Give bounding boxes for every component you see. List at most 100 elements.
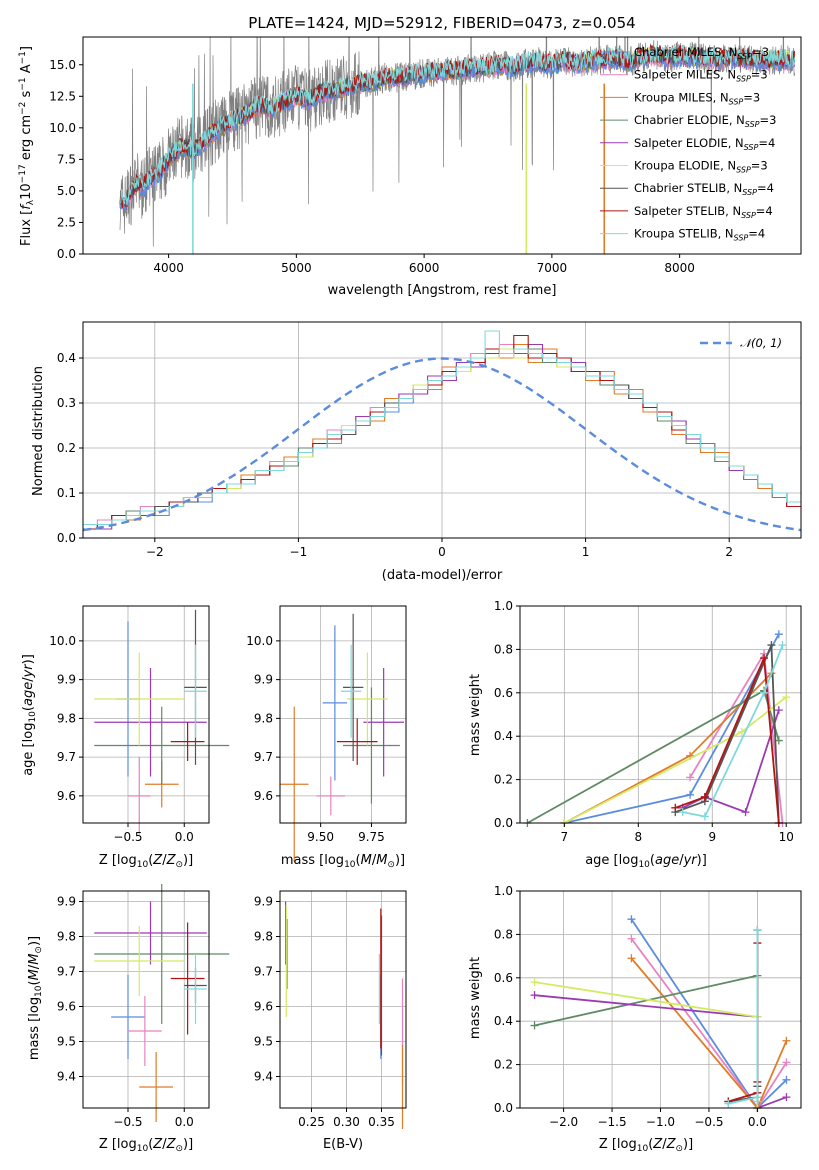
spectrum-panel: 4000 5000 6000 7000 8000 0.0 2.5 5.0 7.5 10.0 12.5…: [49, 36, 802, 275]
mass-weight-line: [728, 930, 759, 1105]
y-tick-label: 0.4: [494, 729, 513, 743]
y-tick-label: 0.6: [494, 971, 513, 985]
x-tick-label: −1.0: [646, 1115, 675, 1129]
mass-weight-marker: [530, 991, 539, 1000]
x-tick-label: 7000: [537, 261, 568, 275]
x-tick-label: 5000: [281, 261, 312, 275]
y-tick-label: 9.6: [254, 1000, 273, 1014]
mass-vs-metallicity-panel: −0.5 0.0 9.4 9.5 9.6 9.7 9.8 9.9: [57, 884, 230, 1129]
mass-weight-marker: [778, 641, 787, 650]
y-tick-label: 9.6: [57, 1000, 76, 1014]
spectrum-xlabel: wavelength [Angstrom, rest frame]: [328, 283, 557, 298]
legend-label: Salpeter ELODIE, NSSP=4: [634, 136, 775, 152]
mass-weight-marker: [782, 1093, 791, 1102]
legend-value: =4: [758, 136, 775, 150]
x-tick-label: 0.30: [333, 1115, 360, 1129]
y-tick-label: 0.0: [494, 816, 513, 830]
x-tick-label: 0.0: [748, 1115, 767, 1129]
mass-weight-marker: [627, 934, 636, 943]
mass-weight-marker: [774, 630, 783, 639]
residuals-panel: −2 −1 0 1 2 0.0 0.1 0.2 0.3 0.4 𝒩(0, 1): [57, 321, 802, 559]
age-vs-metallicity-ylabel: age [log10(age/yr)]: [21, 654, 38, 776]
y-tick-label: 0.8: [494, 927, 513, 941]
y-tick-label: 9.8: [254, 930, 273, 944]
y-tick-label: 0.4: [57, 351, 76, 365]
x-tick-label: 0: [438, 545, 446, 559]
x-tick-label: 9.50: [307, 830, 334, 844]
mass-weight-marker: [760, 654, 769, 663]
mass-weight-marker: [686, 790, 695, 799]
y-tick-label: 9.7: [254, 965, 273, 979]
x-tick-label: 0.0: [175, 1115, 194, 1129]
x-tick-label: 2: [725, 545, 733, 559]
mass-weight-marker: [767, 641, 776, 650]
legend-label: Salpeter MILES, NSSP=3: [634, 68, 768, 84]
x-tick-label: 0.0: [175, 830, 194, 844]
y-tick-label: 12.5: [49, 89, 76, 103]
gaussian-reference-curve: [82, 357, 802, 532]
legend-value: =3: [760, 113, 777, 127]
legend-subscript: SSP: [734, 234, 749, 243]
legend-value: =3: [752, 45, 769, 59]
y-tick-label: 1.0: [494, 884, 513, 898]
y-tick-label: 0.8: [494, 642, 513, 656]
y-tick-label: 5.0: [57, 184, 76, 198]
model-spectrum-line: [119, 44, 796, 206]
mass-weight-marker: [530, 978, 539, 987]
y-tick-label: 1.0: [494, 599, 513, 613]
x-tick-label: 1: [582, 545, 590, 559]
mass-weight-marker: [741, 808, 750, 817]
residuals-xlabel: (data-model)/error: [382, 568, 503, 583]
x-tick-label: −2: [146, 545, 164, 559]
y-tick-label: 9.4: [254, 1070, 273, 1084]
legend-label: Salpeter STELIB, NSSP=4: [634, 204, 773, 220]
legend-value: =3: [751, 68, 768, 82]
mass-vs-metallicity-ylabel: mass [log10(M/M⊙)]: [27, 936, 44, 1060]
y-tick-label: 0.2: [494, 773, 513, 787]
mass-vs-metallicity-xlabel: Z [log10(Z/Z⊙)]: [99, 1137, 193, 1154]
legend-label: Chabrier STELIB, NSSP=4: [634, 181, 774, 197]
x-tick-label: −0.5: [113, 830, 142, 844]
y-tick-label: 9.8: [254, 711, 273, 725]
spectrum-ylabel: Flux [fλ10−17 erg cm−2 s−1 A−1]: [18, 46, 36, 246]
histogram-step-line: [83, 330, 801, 526]
mass-weight-marker: [700, 792, 709, 801]
axes-frame: [519, 605, 802, 824]
y-tick-label: 10.0: [49, 121, 76, 135]
mass-weight-line: [674, 657, 780, 824]
legend-label: Chabrier MILES, NSSP=3: [634, 45, 769, 61]
x-tick-label: 0.35: [368, 1115, 395, 1129]
y-tick-label: 0.6: [494, 686, 513, 700]
y-tick-label: 2.5: [57, 215, 76, 229]
mass-weight-line: [682, 644, 784, 818]
x-tick-label: 9.75: [358, 830, 385, 844]
x-tick-label: −0.5: [113, 1115, 142, 1129]
axes-frame: [279, 890, 407, 1109]
mass-weight-line: [674, 644, 780, 824]
x-tick-label: −1: [290, 545, 308, 559]
age-vs-mass-panel: 9.50 9.75 9.6 9.7 9.8 9.9 10.0: [246, 605, 407, 862]
axes-frame: [82, 890, 210, 1109]
mass-weight-vs-metallicity-ylabel: mass weight: [468, 957, 483, 1039]
y-tick-label: 0.2: [494, 1058, 513, 1072]
legend-label: 𝒩(0, 1): [740, 336, 782, 350]
x-tick-label: 8000: [664, 261, 695, 275]
mass-weight-marker: [724, 1099, 733, 1108]
age-vs-mass-xlabel: mass [log10(M/M⊙)]: [281, 853, 405, 870]
mass-weight-marker: [627, 954, 636, 963]
x-tick-label: 10: [779, 830, 794, 844]
y-tick-label: 9.4: [57, 1070, 76, 1084]
y-tick-label: 0.4: [494, 1014, 513, 1028]
legend-value: =3: [743, 90, 760, 104]
mass-weight-marker: [774, 706, 783, 715]
mass-weight-marker: [753, 1097, 762, 1106]
mass-weight-vs-age-panel: 7 8 9 10 0.0 0.2 0.4 0.6 0.8 1.0: [494, 599, 802, 844]
x-tick-label: 7: [561, 830, 569, 844]
legend-subscript: SSP: [736, 75, 751, 84]
mass-weight-marker: [782, 693, 791, 702]
mass-weight-marker: [686, 773, 695, 782]
mass-weight-marker: [700, 812, 709, 821]
x-tick-label: −0.5: [694, 1115, 723, 1129]
axes-frame: [82, 605, 210, 824]
